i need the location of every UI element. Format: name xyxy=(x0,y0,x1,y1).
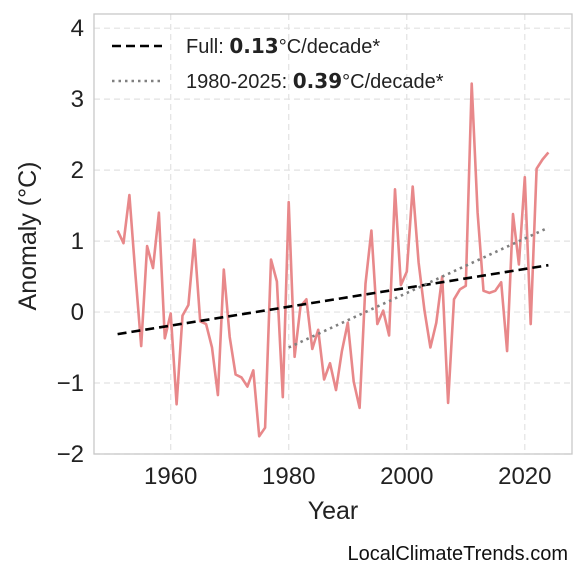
x-tick-label: 1960 xyxy=(144,463,197,490)
y-tick-label: 1 xyxy=(71,228,84,255)
anomaly-line xyxy=(116,82,550,438)
y-tick-label: 4 xyxy=(71,15,84,42)
x-axis-label: Year xyxy=(308,497,359,525)
y-tick-label: −1 xyxy=(57,370,84,397)
y-tick-label: 3 xyxy=(71,86,84,113)
legend: Full: 0.13°C/decade* 1980-2025: 0.39°C/de… xyxy=(112,34,444,93)
full-trend-line xyxy=(117,263,549,336)
x-tick-label: 2000 xyxy=(380,463,433,490)
series-lines xyxy=(116,82,550,438)
y-tick-label: −2 xyxy=(57,441,84,468)
y-tick-labels: −2 −1 0 1 2 3 4 xyxy=(57,15,84,468)
legend-entry: Full: 0.13°C/decade* xyxy=(186,34,380,58)
x-tick-labels: 1960 1980 2000 2020 xyxy=(144,463,551,490)
y-tick-label: 2 xyxy=(71,157,84,184)
plot-frame xyxy=(93,13,573,455)
legend-entry: 1980-2025: 0.39°C/decade* xyxy=(186,69,444,93)
x-tick-label: 1980 xyxy=(262,463,315,490)
y-tick-label: 0 xyxy=(71,299,84,326)
y-axis-label: Anomaly (°C) xyxy=(14,162,42,311)
x-tick-label: 2020 xyxy=(498,463,551,490)
site-credit: LocalClimateTrends.com xyxy=(348,543,568,565)
recent-trend-line xyxy=(288,226,549,349)
